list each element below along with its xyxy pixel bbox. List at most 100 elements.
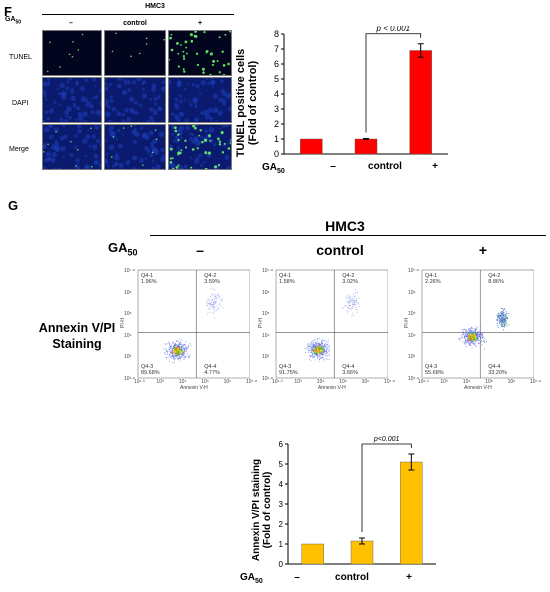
flow-x-tick: 10⁴: [178, 379, 187, 385]
quadrant-value: 3.59%: [204, 279, 220, 285]
flow-y-tick: 10³: [408, 354, 416, 361]
y-tick-label: 8: [274, 29, 279, 39]
g-col-control: control: [316, 242, 364, 258]
g-col-minus: –: [196, 242, 204, 258]
quadrant-value: 55.68%: [425, 370, 444, 376]
flow-x-tick: 10⁵: [339, 379, 347, 385]
micrograph-merge-2: [168, 124, 232, 170]
y-tick-label: 6: [279, 440, 284, 449]
y-tick-label: 1: [274, 134, 279, 144]
flow-x-tick: 10⁷·⁸: [530, 379, 542, 385]
y-tick-label: 1: [279, 540, 284, 549]
panel-f-letter: F: [4, 4, 12, 19]
flow-y-tick: 10⁶: [408, 289, 416, 296]
flow-x-tick: 10⁵: [485, 379, 493, 385]
g-treatment-label: GA50: [108, 240, 138, 258]
micrograph-tunel-0: [42, 30, 102, 76]
f-row-tunel: TUNEL: [9, 54, 32, 61]
f-ylabel: TUNEL positive cells (Fold of control): [235, 48, 259, 158]
flow-y-tick: 10⁴: [408, 332, 416, 339]
g-x-cat-control: control: [335, 572, 369, 583]
significance-bracket: [361, 443, 412, 532]
y-tick-label: 3: [279, 500, 284, 509]
micrograph-dapi-1: [104, 77, 166, 123]
micrograph-tunel-1: [104, 30, 166, 76]
flow-y-tick: 10¹·⁸: [124, 376, 136, 382]
quadrant-label: Q4-3: [141, 364, 154, 370]
flow-x-tick: 10³: [294, 379, 302, 385]
y-tick-label: 5: [274, 74, 279, 84]
y-tick-label: 0: [279, 560, 284, 569]
g-x-cat-plus: +: [406, 572, 412, 583]
quadrant-value: 1.58%: [279, 279, 295, 285]
flow-panel-2: Q4-1 2.26% Q4-2 8.86% Q4-3 55.68% Q4-4 33.20% 10…: [404, 268, 541, 394]
g-cell-line-label: HMC3: [325, 218, 365, 234]
bar: [409, 50, 432, 155]
y-tick-label: 2: [274, 119, 279, 129]
flow-y-tick: 10¹·⁸: [408, 376, 420, 382]
quadrant-value: 4.77%: [204, 370, 220, 376]
flow-y-label: PI-H: [120, 318, 126, 328]
y-tick-label: 6: [274, 59, 279, 69]
quadrant-label: Q4-1: [141, 273, 154, 279]
y-tick-label: 4: [279, 480, 284, 489]
quadrant-label: Q4-3: [279, 364, 292, 370]
flow-x-tick: 10¹·³: [272, 379, 283, 385]
micrograph-merge-1: [104, 124, 166, 170]
quadrant-value: 2.26%: [425, 279, 441, 285]
significance-label: p < 0.001: [376, 26, 411, 33]
flow-x-label: Annexin V-H: [180, 385, 208, 391]
f-cell-line-label: HMC3: [145, 3, 165, 10]
quadrant-value: 1.96%: [141, 279, 157, 285]
bar: [400, 461, 423, 565]
flow-x-tick: 10⁴: [462, 379, 471, 385]
g-x-cat-minus: –: [294, 572, 300, 583]
quadrant-value: 33.20%: [488, 370, 507, 376]
y-tick-label: 5: [279, 460, 284, 469]
flow-x-tick: 10⁶: [507, 379, 516, 385]
bar: [354, 138, 378, 155]
g-x-group-label: GA50: [240, 572, 263, 585]
flow-y-tick: 10⁴: [124, 332, 132, 339]
y-tick-label: 4: [274, 89, 279, 99]
flow-y-tick: 10⁶: [262, 289, 270, 296]
panel-g-letter: G: [8, 198, 19, 213]
f-x-group-label: GA50: [262, 162, 285, 175]
g-row-label: Annexin V/PI Staining: [38, 321, 116, 351]
g-cell-line-line: [150, 235, 546, 236]
f-col-minus: –: [69, 20, 73, 27]
flow-y-tick: 10⁷·⁸: [262, 268, 274, 274]
quadrant-value: 91.75%: [279, 370, 298, 376]
bar: [301, 543, 324, 565]
f-row-merge: Merge: [9, 146, 29, 153]
flow-x-tick: 10¹·³: [134, 379, 145, 385]
f-treatment-label: GA50: [5, 16, 22, 26]
flow-x-tick: 10⁴: [316, 379, 325, 385]
y-tick-label: 0: [274, 149, 279, 159]
flow-x-tick: 10⁷·⁸: [246, 379, 258, 385]
bar: [300, 138, 323, 155]
y-tick-label: 3: [274, 104, 279, 114]
annexin-bar-chart: 0 1 2 3 4 5 6 p<0.001: [279, 436, 436, 569]
quadrant-value: 8.86%: [488, 279, 504, 285]
flow-y-tick: 10¹·⁸: [262, 376, 274, 382]
flow-y-tick: 10⁷·⁸: [124, 268, 136, 274]
flow-x-tick: 10³: [440, 379, 448, 385]
significance-label: p<0.001: [373, 436, 400, 443]
flow-x-tick: 10⁶: [361, 379, 370, 385]
f-x-cat-control: control: [368, 161, 402, 172]
flow-y-tick: 10⁶: [124, 289, 132, 296]
f-x-cat-plus: +: [432, 161, 438, 172]
flow-y-tick: 10⁵: [124, 311, 132, 318]
y-tick-label: 2: [279, 520, 284, 529]
flow-panel-0: Q4-1 1.96% Q4-2 3.59% Q4-3 89.68% Q4-4 4.77% 10¹…: [120, 268, 257, 394]
tunel-bar-chart: 0 1 2 3 4 5 6 7 8 p < 0.001: [274, 26, 448, 159]
quadrant-label: Q4-2: [342, 273, 355, 279]
micrograph-merge-0: [42, 124, 102, 170]
flow-y-tick: 10³: [262, 354, 270, 361]
f-col-plus: +: [197, 20, 203, 27]
flow-x-tick: 10⁷·⁸: [384, 379, 396, 385]
flow-y-label: PI-H: [404, 318, 410, 328]
quadrant-value: 3.66%: [342, 370, 358, 376]
flow-x-label: Annexin V-H: [318, 385, 346, 391]
